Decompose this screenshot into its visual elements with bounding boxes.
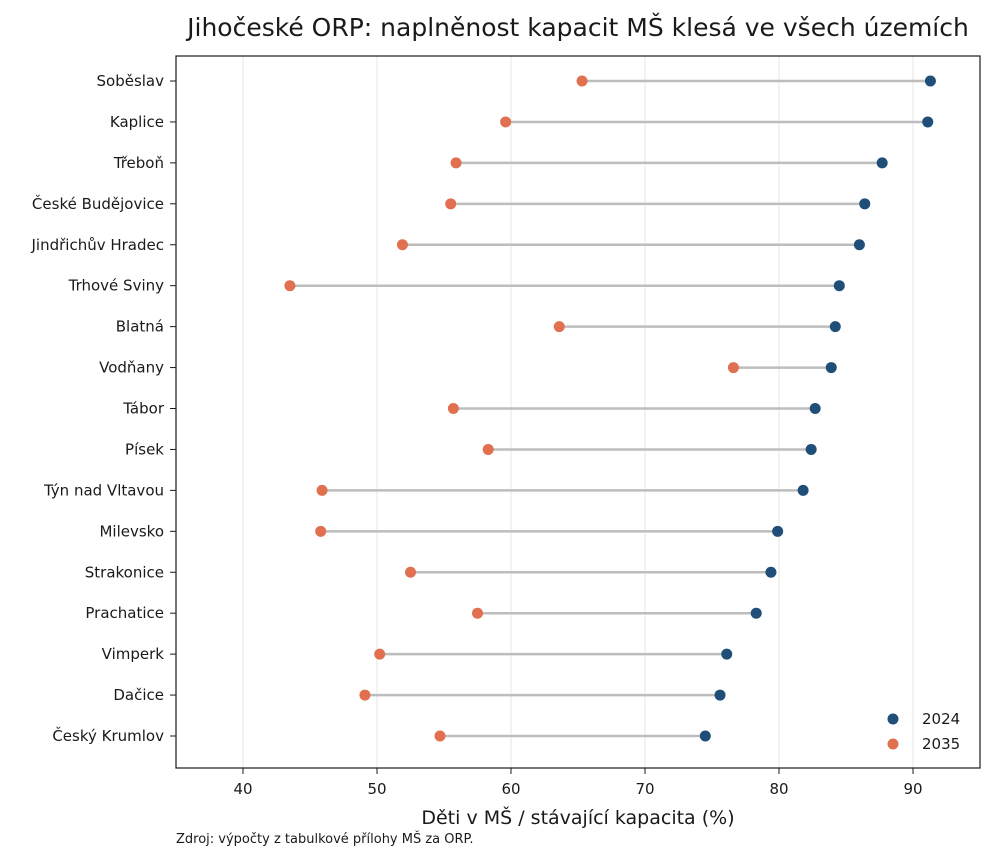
point-2035 <box>727 362 739 374</box>
source-note: Zdroj: výpočty z tabulkové přílohy MŠ za… <box>176 832 474 847</box>
x-tick-label: 80 <box>769 780 788 798</box>
chart-title: Jihočeské ORP: naplněnost kapacit MŠ kle… <box>185 12 969 42</box>
legend-label-2024: 2024 <box>922 710 960 728</box>
point-2035 <box>374 648 386 660</box>
category-label: Blatná <box>116 318 164 336</box>
point-2024 <box>825 362 837 374</box>
point-2024 <box>876 157 888 169</box>
point-2035 <box>447 403 459 414</box>
category-label: Vimperk <box>102 645 165 663</box>
category-label: Milevsko <box>99 522 164 540</box>
category-label: Strakonice <box>85 563 164 581</box>
category-labels: Soběslav Kaplice Třeboň České Budějovice Jin… <box>31 72 176 745</box>
x-axis-label: Děti v MŠ / stávající kapacita (%) <box>421 805 734 829</box>
category-label: Písek <box>125 440 164 458</box>
point-2024 <box>797 484 809 496</box>
point-2024 <box>829 321 841 333</box>
point-2024 <box>699 730 711 742</box>
point-2035 <box>405 566 416 578</box>
category-label: Třeboň <box>113 154 164 172</box>
category-label: Vodňany <box>99 359 164 377</box>
point-2024 <box>853 239 865 251</box>
legend-label-2035: 2035 <box>922 735 960 753</box>
x-tick-label: 50 <box>367 780 386 798</box>
point-2024 <box>922 116 934 128</box>
point-2035 <box>500 116 512 128</box>
legend-marker-2024 <box>887 713 899 725</box>
point-2024 <box>765 566 777 578</box>
data-points <box>284 75 936 742</box>
category-label: Prachatice <box>85 604 164 622</box>
point-2035 <box>316 484 328 496</box>
point-2035 <box>359 689 371 701</box>
point-2035 <box>482 443 494 455</box>
category-label: Trhové Sviny <box>68 277 164 295</box>
category-label: České Budějovice <box>32 194 164 213</box>
point-2035 <box>284 280 296 292</box>
category-label: Kaplice <box>110 113 164 131</box>
x-tick-label: 40 <box>233 780 252 798</box>
category-label: Jindřichův Hradec <box>31 236 165 254</box>
point-2035 <box>315 525 327 537</box>
point-2024 <box>805 443 817 455</box>
category-label: Soběslav <box>97 72 165 90</box>
category-label: Týn nad Vltavou <box>43 481 164 499</box>
x-tick-label: 90 <box>903 780 922 798</box>
point-2035 <box>450 157 462 169</box>
category-label: Český Krumlov <box>52 726 164 745</box>
gridlines <box>242 56 914 768</box>
point-2035 <box>434 730 446 742</box>
point-2035 <box>576 75 588 87</box>
point-2024 <box>772 525 784 537</box>
x-tick-label: 70 <box>635 780 654 798</box>
point-2024 <box>924 75 936 87</box>
point-2035 <box>472 607 483 619</box>
point-2024 <box>809 403 821 414</box>
point-2035 <box>445 198 457 210</box>
point-2024 <box>833 280 845 292</box>
x-tick-label: 60 <box>501 780 520 798</box>
category-label: Tábor <box>122 400 165 418</box>
point-2024 <box>721 648 733 660</box>
point-2024 <box>750 607 762 619</box>
point-2035 <box>396 239 408 251</box>
legend: 2024 2035 <box>887 710 960 753</box>
plot-frame <box>175 55 981 769</box>
point-2024 <box>859 198 871 210</box>
x-axis-ticks: 40 50 60 70 80 90 <box>233 768 923 798</box>
point-2024 <box>714 689 726 701</box>
connector-lines <box>289 79 931 738</box>
legend-marker-2035 <box>887 738 899 750</box>
point-2035 <box>553 321 565 333</box>
category-label: Dačice <box>113 686 164 704</box>
